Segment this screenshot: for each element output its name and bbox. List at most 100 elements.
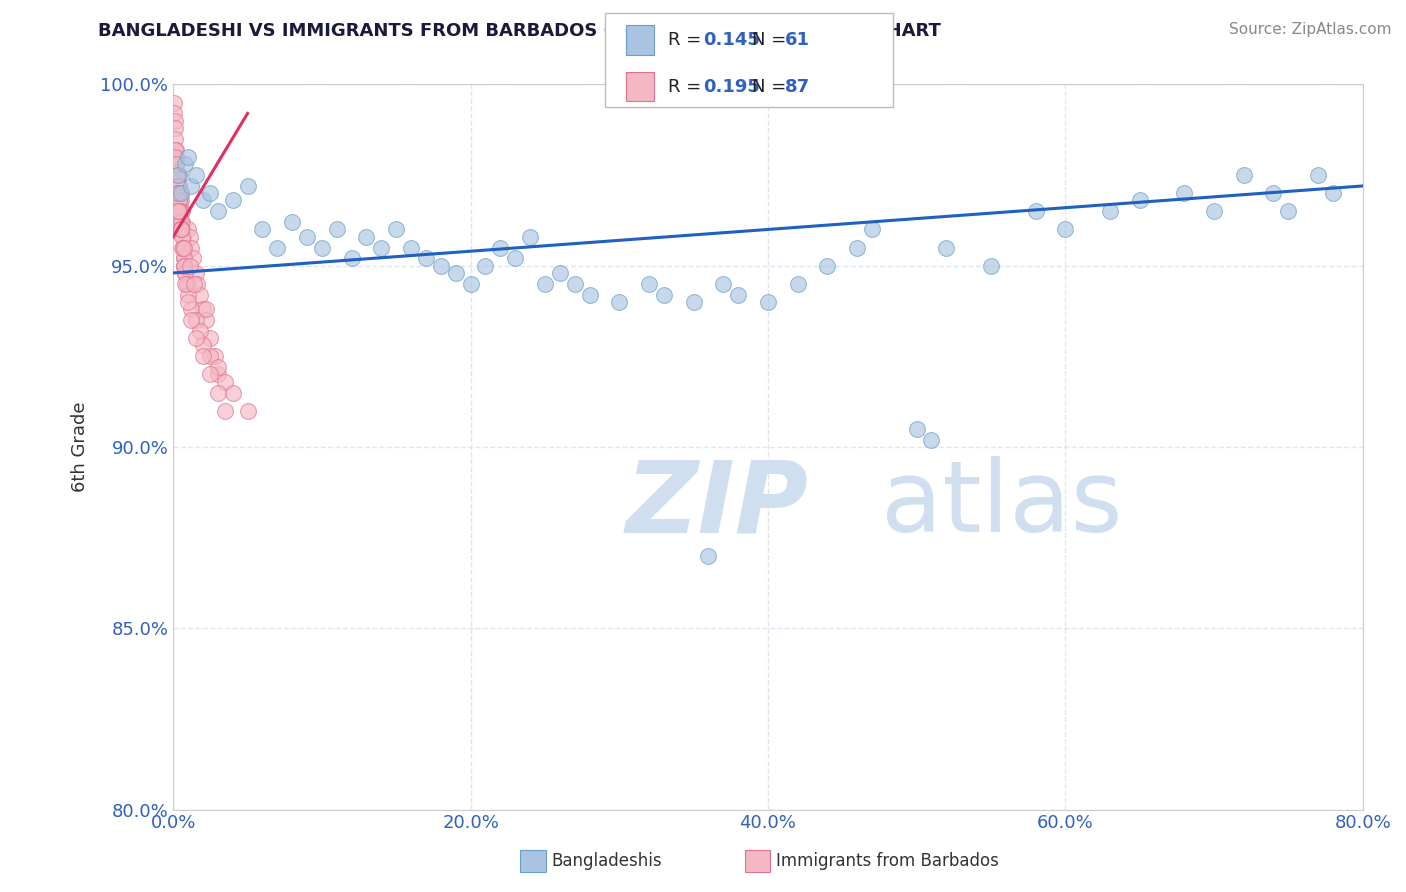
Point bbox=[172, 229, 194, 244]
Point bbox=[180, 302, 202, 317]
Point bbox=[1277, 204, 1299, 219]
Point bbox=[165, 157, 187, 171]
Text: 87: 87 bbox=[785, 78, 810, 95]
Point bbox=[786, 277, 808, 291]
Point bbox=[221, 194, 243, 208]
Point bbox=[236, 403, 259, 417]
Point bbox=[180, 178, 202, 193]
Point bbox=[172, 222, 194, 236]
Point bbox=[176, 277, 198, 291]
Point bbox=[356, 229, 378, 244]
Point bbox=[846, 241, 869, 255]
Point bbox=[179, 259, 201, 273]
Point bbox=[174, 277, 197, 291]
Point bbox=[489, 241, 512, 255]
Point bbox=[1098, 204, 1121, 219]
Point bbox=[578, 287, 600, 301]
Point bbox=[169, 204, 191, 219]
Point bbox=[172, 241, 194, 255]
Point bbox=[935, 241, 957, 255]
Point bbox=[207, 385, 229, 400]
Point bbox=[460, 277, 482, 291]
Point bbox=[266, 241, 288, 255]
Point bbox=[200, 349, 222, 363]
Point bbox=[415, 252, 437, 266]
Point bbox=[920, 433, 942, 447]
Point bbox=[174, 157, 197, 171]
Point bbox=[163, 106, 186, 120]
Text: Source: ZipAtlas.com: Source: ZipAtlas.com bbox=[1229, 22, 1392, 37]
Point bbox=[166, 186, 188, 201]
Point bbox=[184, 331, 207, 345]
Point bbox=[167, 215, 190, 229]
Point bbox=[173, 241, 195, 255]
Point bbox=[179, 229, 201, 244]
Text: atlas: atlas bbox=[882, 457, 1122, 554]
Text: ZIP: ZIP bbox=[626, 457, 808, 554]
Text: 0.145: 0.145 bbox=[703, 31, 759, 49]
Point bbox=[167, 194, 190, 208]
Point bbox=[183, 277, 205, 291]
Point bbox=[165, 150, 187, 164]
Point bbox=[181, 252, 204, 266]
Text: 61: 61 bbox=[785, 31, 810, 49]
Point bbox=[167, 194, 190, 208]
Text: R =: R = bbox=[668, 78, 707, 95]
Point bbox=[173, 259, 195, 273]
Point bbox=[534, 277, 557, 291]
Point bbox=[236, 178, 259, 193]
Point bbox=[207, 368, 229, 382]
Point bbox=[174, 266, 197, 280]
Point bbox=[1173, 186, 1195, 201]
Point bbox=[188, 324, 211, 338]
Point bbox=[172, 215, 194, 229]
Text: Immigrants from Barbados: Immigrants from Barbados bbox=[776, 852, 1000, 871]
Point bbox=[191, 194, 214, 208]
Point bbox=[385, 222, 408, 236]
Point bbox=[200, 331, 222, 345]
Point bbox=[165, 143, 187, 157]
Point bbox=[173, 252, 195, 266]
Point bbox=[180, 313, 202, 327]
Point bbox=[166, 178, 188, 193]
Text: R =: R = bbox=[668, 31, 707, 49]
Point bbox=[163, 95, 186, 110]
Point bbox=[191, 349, 214, 363]
Point bbox=[165, 150, 187, 164]
Point bbox=[430, 259, 453, 273]
Point bbox=[326, 222, 349, 236]
Point bbox=[503, 252, 526, 266]
Point bbox=[167, 204, 190, 219]
Point bbox=[169, 222, 191, 236]
Point bbox=[194, 302, 217, 317]
Text: Bangladeshis: Bangladeshis bbox=[551, 852, 662, 871]
Point bbox=[1322, 186, 1344, 201]
Point bbox=[1129, 194, 1152, 208]
Text: N =: N = bbox=[752, 78, 792, 95]
Point bbox=[682, 295, 704, 310]
Point bbox=[166, 157, 188, 171]
Point bbox=[295, 229, 318, 244]
Point bbox=[1025, 204, 1047, 219]
Point bbox=[184, 168, 207, 182]
Point bbox=[399, 241, 422, 255]
Point bbox=[370, 241, 392, 255]
Point bbox=[172, 229, 194, 244]
Point bbox=[172, 241, 194, 255]
Point bbox=[200, 186, 222, 201]
Point bbox=[172, 241, 194, 255]
Point bbox=[1054, 222, 1077, 236]
Point bbox=[697, 549, 720, 563]
Point bbox=[756, 295, 779, 310]
Point bbox=[207, 204, 229, 219]
Point bbox=[815, 259, 838, 273]
Point bbox=[607, 295, 630, 310]
Point bbox=[980, 259, 1002, 273]
Point bbox=[184, 266, 207, 280]
Point bbox=[652, 287, 675, 301]
Point bbox=[176, 277, 198, 291]
Point bbox=[169, 215, 191, 229]
Point bbox=[311, 241, 333, 255]
Text: BANGLADESHI VS IMMIGRANTS FROM BARBADOS 6TH GRADE CORRELATION CHART: BANGLADESHI VS IMMIGRANTS FROM BARBADOS … bbox=[98, 22, 941, 40]
Point bbox=[167, 204, 190, 219]
